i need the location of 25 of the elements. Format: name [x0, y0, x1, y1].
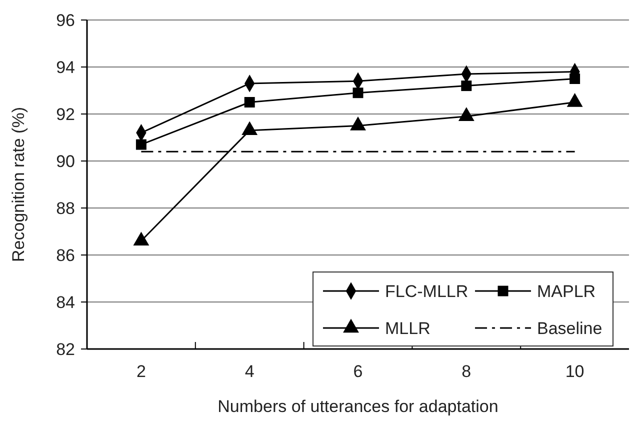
legend-label: MAPLR — [537, 282, 596, 301]
point — [133, 232, 150, 246]
point — [136, 139, 146, 150]
point — [461, 80, 472, 92]
x-tick-label: 6 — [353, 362, 363, 381]
y-axis-title: Recognition rate (%) — [9, 107, 28, 262]
y-tick-label: 82 — [56, 340, 75, 359]
legend-label: MLLR — [385, 319, 430, 338]
point — [244, 97, 255, 108]
y-tick-label: 86 — [56, 246, 75, 265]
y-tick-label: 90 — [56, 152, 75, 171]
x-tick-label: 4 — [244, 362, 254, 381]
y-tick-label: 84 — [56, 293, 75, 312]
point — [570, 74, 580, 84]
x-tick-label: 2 — [136, 362, 146, 381]
x-axis-title: Numbers of utterances for adaptation — [218, 397, 498, 416]
legend-label: FLC-MLLR — [385, 282, 468, 301]
legend-label: Baseline — [537, 319, 602, 338]
y-tick-label: 96 — [56, 11, 75, 30]
y-tick-label: 88 — [56, 199, 75, 218]
y-tick-label: 92 — [56, 105, 75, 124]
x-tick-label: 10 — [565, 362, 584, 381]
y-tick-label: 94 — [56, 58, 75, 77]
x-tick-label: 8 — [462, 362, 472, 381]
point — [352, 88, 364, 98]
